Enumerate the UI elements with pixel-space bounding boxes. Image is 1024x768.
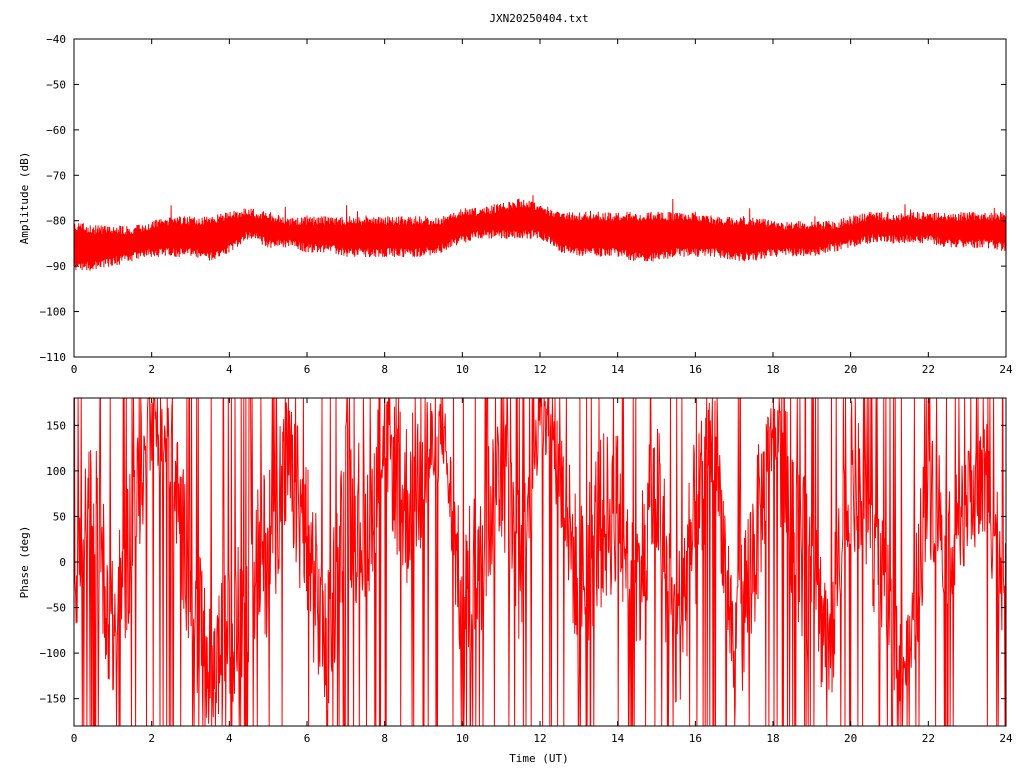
phase-panel: 0 2 4 6 8 10 12 14 16 18 20 22 24−150−100−5005010015…: [18, 396, 1013, 765]
phase-x-axis-label: Time (UT): [509, 752, 569, 765]
amplitude-x-tick-label: 4: [226, 363, 233, 376]
phase-x-tick-label: 18: [766, 732, 779, 745]
phase-y-tick-label: −150: [40, 693, 67, 706]
phase-x-tick-label: 12: [533, 732, 546, 745]
amplitude-x-tick-label: 18: [766, 363, 779, 376]
amplitude-x-tick-label: 20: [844, 363, 857, 376]
chart-title: JXN20250404.txt: [489, 12, 588, 25]
phase-x-tick-label: 4: [226, 732, 233, 745]
amplitude-y-tick-label: −40: [46, 33, 66, 46]
amplitude-y-tick-label: −70: [46, 169, 66, 182]
amplitude-y-tick-label: −80: [46, 215, 66, 228]
phase-y-tick-label: 100: [46, 465, 66, 478]
amplitude-x-tick-label: 12: [533, 363, 546, 376]
phase-y-tick-label: 50: [53, 510, 66, 523]
amplitude-panel: 0 2 4 6 8 10 12 14 16 18 20 22 24−110−100−90−80−70−6…: [18, 33, 1013, 376]
amplitude-y-tick-label: −50: [46, 78, 66, 91]
phase-x-tick-label: 16: [689, 732, 702, 745]
phase-y-tick-label: 150: [46, 419, 66, 432]
phase-axes: 0 2 4 6 8 10 12 14 16 18 20 22 24−150−100−5005010015…: [40, 398, 1013, 745]
amplitude-y-tick-label: −60: [46, 124, 66, 137]
amplitude-x-tick-label: 14: [611, 363, 625, 376]
amplitude-x-tick-label: 10: [456, 363, 469, 376]
phase-y-tick-label: −50: [46, 602, 66, 615]
amplitude-y-tick-label: −90: [46, 260, 66, 273]
amplitude-x-tick-label: 16: [689, 363, 702, 376]
amplitude-x-tick-label: 0: [71, 363, 78, 376]
amplitude-axes: 0 2 4 6 8 10 12 14 16 18 20 22 24−110−100−90−80−70−6…: [40, 33, 1013, 376]
amplitude-x-tick-label: 24: [999, 363, 1013, 376]
amplitude-x-tick-label: 6: [304, 363, 311, 376]
amplitude-x-tick-label: 2: [148, 363, 155, 376]
amplitude-y-tick-label: −110: [40, 351, 67, 364]
phase-x-tick-label: 14: [611, 732, 625, 745]
phase-x-tick-label: 2: [148, 732, 155, 745]
phase-x-tick-label: 20: [844, 732, 857, 745]
amplitude-series-marks: [73, 195, 1007, 271]
amplitude-x-tick-label: 8: [381, 363, 388, 376]
amplitude-y-axis-label: Amplitude (dB): [18, 152, 31, 245]
amplitude-x-tick-label: 22: [922, 363, 935, 376]
amplitude-series-line: [73, 195, 1007, 271]
amplitude-y-tick-label: −100: [40, 306, 67, 319]
phase-y-tick-label: −100: [40, 647, 67, 660]
phase-y-axis-label: Phase (deg): [18, 526, 31, 599]
phase-x-tick-label: 10: [456, 732, 469, 745]
phase-x-tick-label: 22: [922, 732, 935, 745]
phase-x-tick-label: 6: [304, 732, 311, 745]
phase-x-tick-label: 24: [999, 732, 1013, 745]
phase-y-tick-label: 0: [59, 556, 66, 569]
phase-x-tick-label: 8: [381, 732, 388, 745]
phase-x-tick-label: 0: [71, 732, 78, 745]
